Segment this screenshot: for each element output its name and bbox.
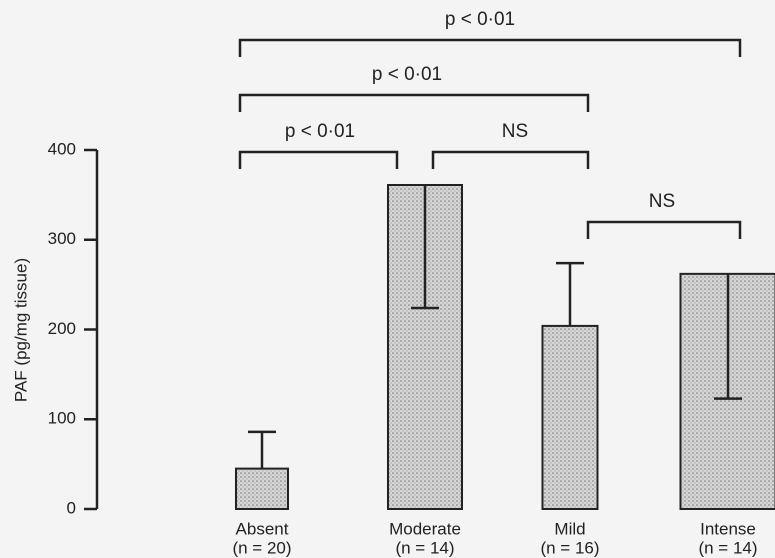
significance-label: p < 0·01 [285,121,355,142]
x-tick-label: Absent [236,519,289,538]
n-label: (n = 14) [395,538,454,557]
x-tick-label: Intense [700,519,756,538]
significance-label: p < 0·01 [445,9,515,30]
y-tick-label: 200 [48,319,76,338]
x-tick-label: Moderate [389,519,461,538]
y-axis-label: PAF (pg/mg tissue) [11,258,30,402]
x-tick-label: Mild [554,519,585,538]
significance-label: NS [649,191,675,212]
significance-label: NS [502,121,528,142]
y-tick-label: 0 [67,498,76,517]
y-tick-label: 300 [48,229,76,248]
bar [235,467,289,510]
n-label: (n = 14) [698,538,757,557]
significance-bracket [238,38,742,57]
bar [541,324,599,510]
significance-bracket [238,93,590,112]
y-tick-label: 100 [48,409,76,428]
n-label: (n = 16) [540,538,599,557]
significance-bracket [238,150,399,169]
n-label: (n = 20) [232,538,291,557]
significance-bracket [431,150,590,169]
significance-bracket [586,220,742,239]
y-tick-label: 400 [48,139,76,158]
significance-label: p < 0·01 [372,64,442,85]
